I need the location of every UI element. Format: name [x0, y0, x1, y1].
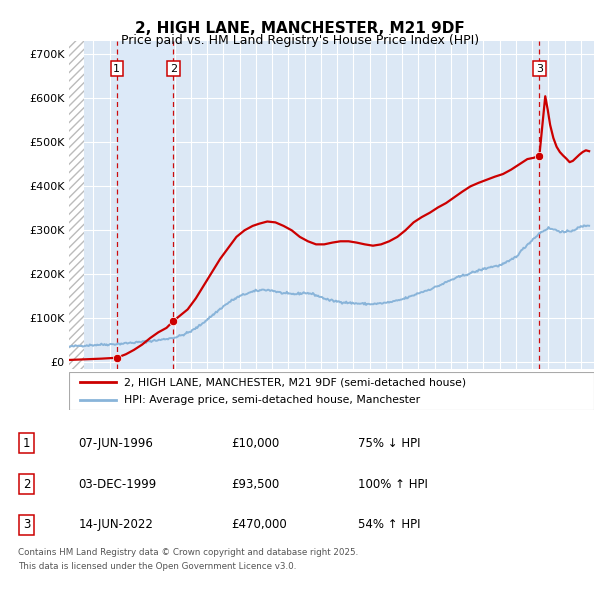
Text: 14-JUN-2022: 14-JUN-2022 [78, 519, 153, 532]
Text: 07-JUN-1996: 07-JUN-1996 [78, 437, 153, 450]
FancyBboxPatch shape [69, 372, 594, 410]
Text: £470,000: £470,000 [231, 519, 287, 532]
Text: 1: 1 [113, 64, 120, 74]
Text: 03-DEC-1999: 03-DEC-1999 [78, 477, 157, 491]
Text: £93,500: £93,500 [231, 477, 279, 491]
Text: 54% ↑ HPI: 54% ↑ HPI [358, 519, 420, 532]
Bar [69, 41, 85, 369]
Text: 2: 2 [23, 477, 30, 491]
Text: This data is licensed under the Open Government Licence v3.0.: This data is licensed under the Open Gov… [18, 562, 296, 571]
Bar [117, 41, 173, 369]
Text: Contains HM Land Registry data © Crown copyright and database right 2025.: Contains HM Land Registry data © Crown c… [18, 548, 358, 556]
Text: 3: 3 [23, 519, 30, 532]
Text: 2, HIGH LANE, MANCHESTER, M21 9DF: 2, HIGH LANE, MANCHESTER, M21 9DF [135, 21, 465, 35]
Text: 2: 2 [170, 64, 177, 74]
Text: 1: 1 [23, 437, 30, 450]
Text: HPI: Average price, semi-detached house, Manchester: HPI: Average price, semi-detached house,… [124, 395, 420, 405]
Text: 3: 3 [536, 64, 543, 74]
Text: 2, HIGH LANE, MANCHESTER, M21 9DF (semi-detached house): 2, HIGH LANE, MANCHESTER, M21 9DF (semi-… [124, 377, 466, 387]
Text: 100% ↑ HPI: 100% ↑ HPI [358, 477, 427, 491]
Text: £10,000: £10,000 [231, 437, 279, 450]
Text: Price paid vs. HM Land Registry's House Price Index (HPI): Price paid vs. HM Land Registry's House … [121, 34, 479, 47]
Text: 75% ↓ HPI: 75% ↓ HPI [358, 437, 420, 450]
